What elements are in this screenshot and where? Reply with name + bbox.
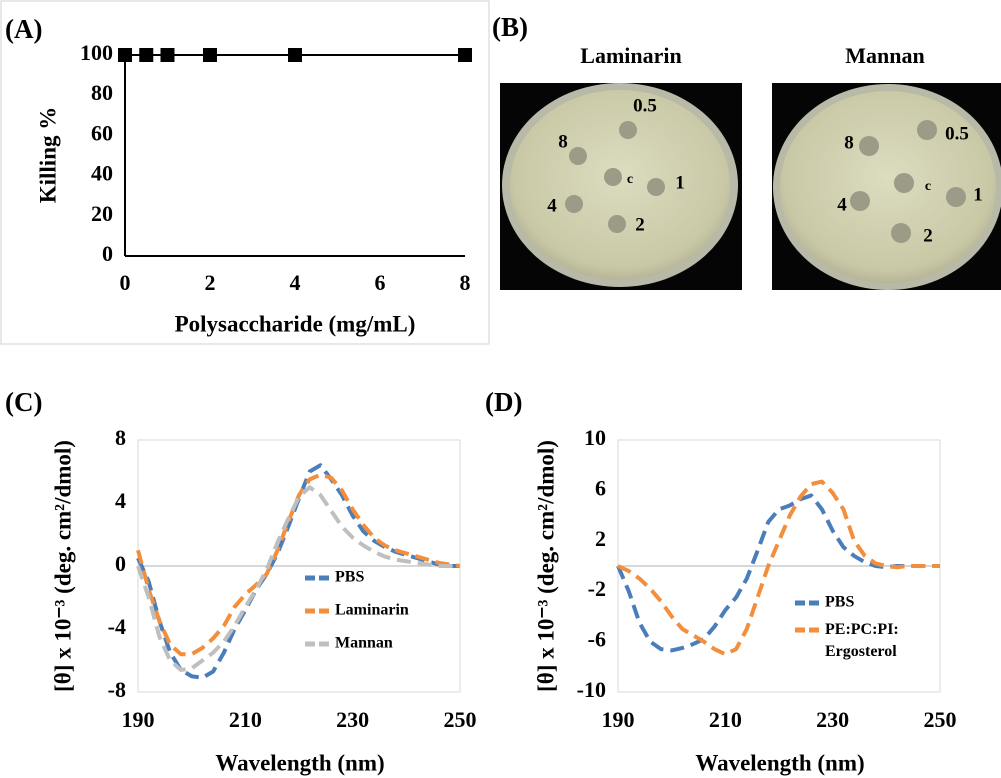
y-tick-label: -10 xyxy=(577,677,606,702)
data-point xyxy=(118,48,132,62)
spot-label: 1 xyxy=(973,184,983,205)
x-tick-label: 4 xyxy=(290,270,301,295)
x-axis-label: Wavelength (nm) xyxy=(215,750,384,775)
legend-label[interactable]: Mannan xyxy=(335,635,393,652)
x-tick-label: 230 xyxy=(336,707,369,732)
data-line xyxy=(617,479,940,657)
x-tick-label: 2 xyxy=(205,270,216,295)
y-tick-label: 8 xyxy=(115,425,126,450)
data-point xyxy=(160,48,175,62)
x-tick-label: 6 xyxy=(375,270,386,295)
data-line xyxy=(616,493,940,653)
y-tick-label: 40 xyxy=(91,161,113,186)
data-point xyxy=(288,48,302,62)
panel-a-frame xyxy=(0,0,490,345)
x-tick-label: 250 xyxy=(444,707,477,732)
y-tick-label: 10 xyxy=(584,425,606,450)
y-tick-label: 2 xyxy=(595,526,606,551)
data-line xyxy=(136,472,461,657)
data-point xyxy=(139,48,154,62)
y-tick-label: 80 xyxy=(91,80,113,105)
data-point xyxy=(203,48,217,62)
plate-image xyxy=(500,83,742,290)
data-line xyxy=(136,463,460,680)
y-tick-label: 0 xyxy=(115,551,126,576)
x-tick-label: 8 xyxy=(460,270,471,295)
y-tick-label: -8 xyxy=(108,677,126,702)
spot-label: 8 xyxy=(558,131,568,152)
y-tick-label: 6 xyxy=(595,475,606,500)
y-tick-label: -2 xyxy=(588,576,606,601)
panel-label: (B) xyxy=(492,12,528,42)
legend-label[interactable]: PBS xyxy=(825,594,854,611)
x-axis-label: Wavelength (nm) xyxy=(695,750,864,775)
y-tick-label: 20 xyxy=(91,201,113,226)
y-tick-label: -6 xyxy=(588,627,606,652)
spot-label: 4 xyxy=(547,195,557,216)
data-line xyxy=(136,485,460,672)
x-tick-label: 0 xyxy=(120,270,131,295)
x-tick-label: 190 xyxy=(602,707,635,732)
image-title: Laminarin xyxy=(580,43,681,68)
y-tick-label: 100 xyxy=(80,40,113,65)
y-tick-label: 60 xyxy=(91,120,113,145)
spot-label: 1 xyxy=(675,172,685,193)
x-tick-label: 190 xyxy=(122,707,155,732)
x-tick-label: 210 xyxy=(709,707,742,732)
x-tick-label: 250 xyxy=(924,707,957,732)
y-axis-label: Killing % xyxy=(35,107,60,204)
legend-label[interactable]: PBS xyxy=(335,569,364,586)
spot-label: c xyxy=(925,179,931,194)
x-axis-label: Polysaccharide (mg/mL) xyxy=(175,311,416,336)
spot-label: c xyxy=(627,172,633,187)
y-tick-label: -4 xyxy=(108,614,126,639)
panel-label: (D) xyxy=(485,387,522,417)
legend-label[interactable]: PE:PC:PI: Ergosterol xyxy=(825,621,899,660)
legend-label[interactable]: Laminarin xyxy=(335,602,409,619)
spot-label: 4 xyxy=(837,194,847,215)
data-point xyxy=(458,48,472,62)
y-tick-label: 4 xyxy=(115,488,126,513)
spot-label: 8 xyxy=(844,132,854,153)
spot-label: 0.5 xyxy=(633,95,657,116)
spot-label: 0.5 xyxy=(945,123,969,144)
y-axis-label: [θ] x 10⁻³ (deg. cm²/dmol) xyxy=(533,440,558,692)
x-tick-label: 230 xyxy=(816,707,849,732)
image-title: Mannan xyxy=(845,43,924,68)
y-tick-label: 0 xyxy=(102,241,113,266)
spot-label: 2 xyxy=(635,214,645,235)
y-axis-label: [θ] x 10⁻³ (deg. cm²/dmol) xyxy=(50,440,75,692)
panel-label: (C) xyxy=(5,387,42,417)
panel-label: (A) xyxy=(5,14,42,44)
x-tick-label: 210 xyxy=(229,707,262,732)
plate-image xyxy=(772,83,1001,290)
spot-label: 2 xyxy=(923,225,933,246)
